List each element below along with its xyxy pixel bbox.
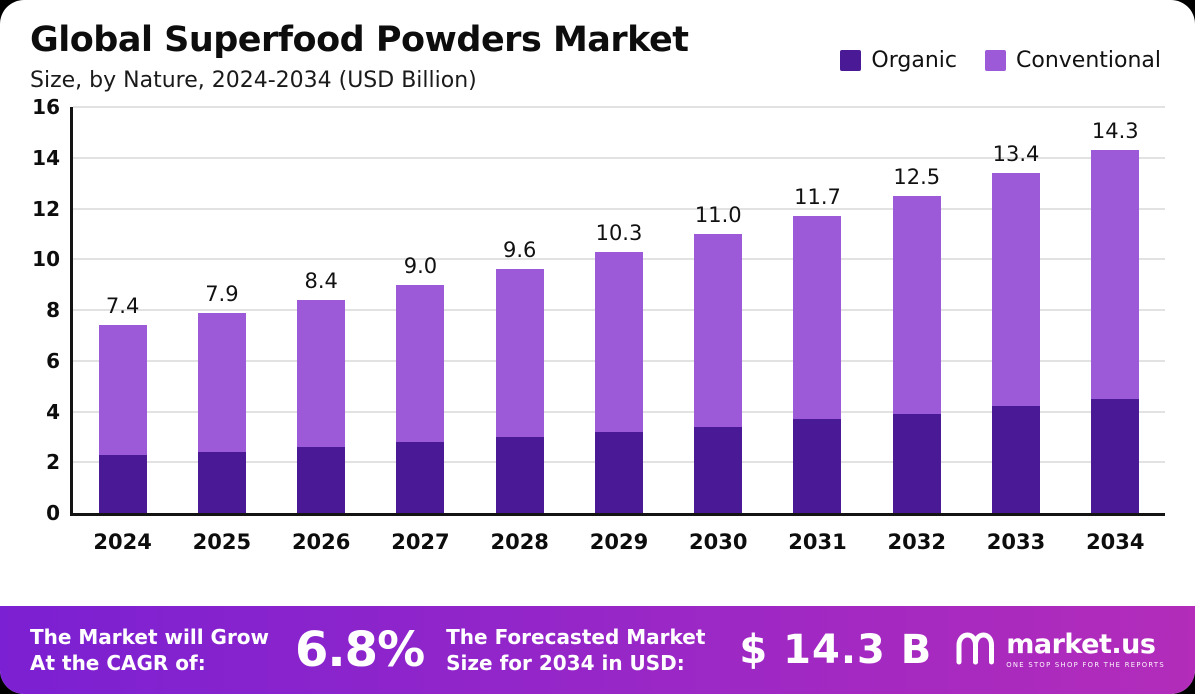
x-tick-label-2029: 2029	[589, 530, 649, 554]
bar-segment-conventional	[297, 299, 346, 448]
bar-column-2032: 12.5	[867, 107, 966, 513]
bar-total-label: 9.6	[502, 238, 537, 263]
forecast-label-line2: Size for 2034 in USD:	[446, 651, 685, 675]
cagr-label-line1: The Market will Grow	[30, 625, 270, 649]
gridline	[73, 106, 1165, 108]
page-title: Global Superfood Powders Market	[30, 20, 689, 60]
y-tick-label: 2	[46, 450, 60, 475]
bar-total-label: 11.7	[794, 185, 841, 210]
x-tick-label-2030: 2030	[689, 530, 748, 554]
y-tick-label: 10	[32, 247, 60, 272]
bar-segment-organic	[992, 406, 1041, 513]
bar-total-label: 7.4	[105, 294, 140, 319]
x-tick-label-2026: 2026	[291, 530, 351, 554]
chart-header: Global Superfood Powders Market Size, by…	[0, 0, 1195, 93]
bar-column-2025: 7.9	[172, 107, 271, 513]
cagr-label: The Market will Grow At the CAGR of:	[30, 624, 269, 676]
bar-segment-conventional	[892, 195, 941, 415]
y-tick-label: 0	[46, 501, 60, 525]
bar-segment-organic	[495, 436, 544, 513]
legend-swatch-organic	[840, 50, 862, 71]
brand-text: market.us One Stop Shop For The Reports	[1006, 631, 1165, 669]
bar-total-label: 8.4	[304, 268, 338, 293]
page-subtitle: Size, by Nature, 2024-2034 (USD Billion)	[30, 68, 477, 93]
cagr-value: 6.8%	[295, 622, 425, 678]
forecast-value: $ 14.3 B	[739, 627, 933, 673]
y-tick-label: 14	[32, 145, 60, 170]
y-tick-label: 6	[46, 348, 60, 373]
plot-column: 7.4 7.9 8.4 9.0 9.6 10.3 11.0 11.7 12.5 13.4 14.3 …	[70, 106, 1165, 554]
bar-total-label: 11.0	[694, 202, 742, 227]
bar-segment-organic	[594, 431, 643, 513]
bar-segment-conventional	[495, 269, 544, 437]
legend-label-organic: Organic	[871, 48, 957, 73]
plot-area: 7.4 7.9 8.4 9.0 9.6 10.3 11.0 11.7 12.5 13.4 14.3	[70, 106, 1165, 516]
bar-column-2031: 11.7	[768, 107, 867, 513]
x-tick-label-2032: 2032	[887, 530, 946, 554]
bar-total-label: 10.3	[595, 220, 643, 245]
bar-segment-organic	[297, 447, 346, 513]
bar-segment-conventional	[793, 216, 842, 420]
footer-banner: The Market will Grow At the CAGR of: 6.8…	[0, 606, 1195, 694]
x-tick-label-2028: 2028	[490, 530, 549, 554]
y-tick-label: 12	[32, 196, 60, 221]
x-tick-label-2031: 2031	[788, 530, 847, 554]
forecast-label: The Forecasted Market Size for 2034 in U…	[446, 624, 705, 676]
bar-column-2029: 10.3	[569, 107, 668, 513]
bar-segment-organic	[98, 454, 147, 513]
brand-name: market.us	[1006, 629, 1156, 661]
stacked-bar-chart: 0 2 4 6 8 10 12 14 16 7.4 7.9 8.4 9.0 9.6 10.3 11.0 11.…	[0, 93, 1195, 554]
x-tick-label-2034: 2034	[1086, 530, 1145, 554]
legend: Organic Conventional	[840, 48, 1161, 73]
bar-column-2024: 7.4	[73, 107, 172, 513]
bar-column-2026: 8.4	[272, 107, 371, 513]
cagr-label-line2: At the CAGR of:	[30, 651, 206, 675]
bar-column-2028: 9.6	[470, 107, 569, 513]
bar-segment-conventional	[396, 284, 445, 442]
brand: market.us One Stop Shop For The Reports	[954, 631, 1165, 669]
bar-column-2030: 11.0	[669, 107, 768, 513]
brand-tagline: One Stop Shop For The Reports	[1006, 661, 1165, 670]
bar-column-2027: 9.0	[371, 107, 470, 513]
bar-total-label: 7.9	[205, 281, 239, 306]
bar-segment-conventional	[197, 312, 246, 453]
bar-total-label: 9.0	[403, 253, 438, 278]
x-tick-label-2025: 2025	[192, 530, 252, 554]
bar-segment-conventional	[1091, 150, 1140, 399]
y-tick-label: 8	[46, 298, 60, 322]
legend-swatch-conventional	[985, 50, 1006, 71]
gridline	[73, 156, 1165, 159]
x-tick-label-2024: 2024	[93, 530, 152, 554]
gridline	[73, 207, 1165, 210]
bar-segment-organic	[197, 452, 246, 513]
x-tick-label-2033: 2033	[986, 530, 1046, 554]
bar-segment-conventional	[992, 173, 1041, 407]
title-block: Global Superfood Powders Market Size, by…	[30, 20, 689, 93]
y-axis: 0 2 4 6 8 10 12 14 16	[18, 97, 70, 523]
bar-segment-organic	[396, 441, 445, 513]
bar-segment-organic	[694, 426, 743, 513]
bar-total-label: 13.4	[992, 142, 1040, 166]
bar-total-label: 12.5	[893, 164, 941, 189]
forecast-label-line1: The Forecasted Market	[446, 625, 706, 649]
bar-total-label: 14.3	[1091, 119, 1139, 144]
bar-segment-conventional	[694, 233, 743, 427]
bar-segment-conventional	[594, 251, 643, 432]
bar-segment-conventional	[98, 325, 147, 455]
bar-segment-organic	[892, 414, 941, 513]
x-tick-label-2027: 2027	[391, 530, 450, 554]
bar-column-2034: 14.3	[1066, 107, 1165, 513]
legend-item-conventional: Conventional	[985, 48, 1161, 73]
y-tick-label: 16	[32, 95, 60, 119]
legend-label-conventional: Conventional	[1016, 48, 1161, 73]
bar-segment-organic	[793, 419, 842, 513]
brand-logo-icon	[954, 631, 996, 669]
y-tick-label: 4	[46, 399, 60, 424]
x-axis: 2024 2025 2026 2027 2028 2029 2030 2031 2032 2033…	[70, 530, 1165, 554]
bar-column-2033: 13.4	[966, 107, 1065, 513]
legend-item-organic: Organic	[840, 48, 957, 73]
bar-segment-organic	[1091, 398, 1140, 513]
